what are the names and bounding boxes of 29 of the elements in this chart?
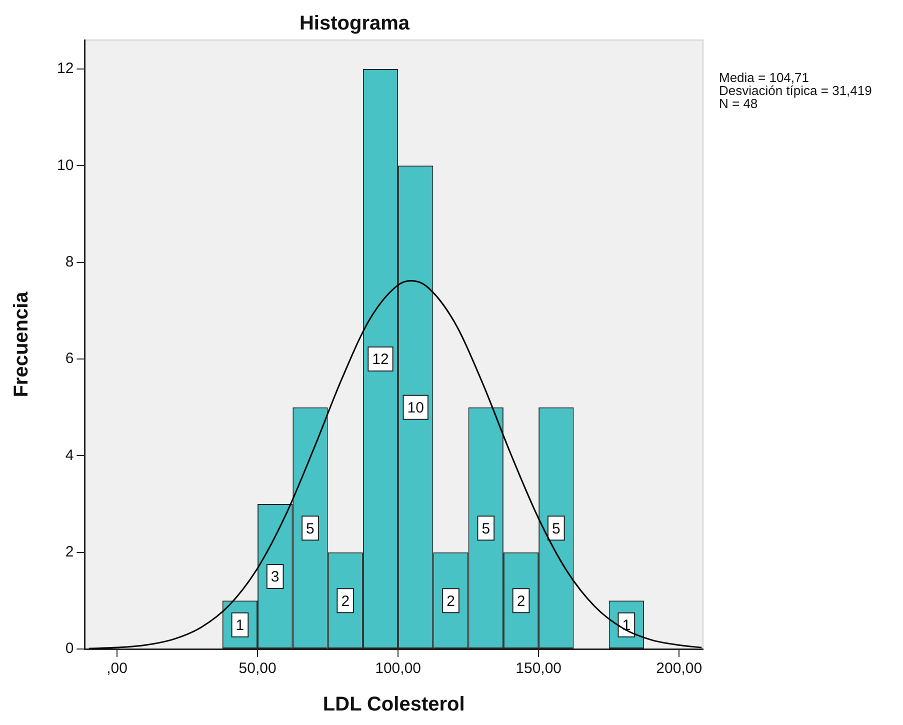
y-tick-label: 4 [65,446,74,464]
data-label: 5 [552,520,560,538]
x-tick-label: 200,00 [656,660,702,678]
data-label: 12 [372,351,389,368]
y-tick-label: 8 [65,253,74,270]
y-tick-label: 6 [65,350,74,368]
data-label: 10 [407,399,424,416]
y-tick-label: 2 [65,543,74,560]
data-label: 2 [341,592,350,610]
x-tick-label: 150,00 [516,660,562,678]
text: Desviación típica = 31,419 [719,83,872,98]
data-label: 5 [306,520,314,538]
data-label: 2 [516,592,526,610]
line-series [88,280,702,649]
text: N = 48 [719,96,758,112]
y-tick-label: 0 [65,640,74,658]
data-label: 3 [270,568,280,586]
x-axis-title: LDL Colesterol [322,694,465,716]
data-label: 2 [446,592,455,610]
x-tick-label: 50,00 [238,660,276,678]
text: Media = 104,71 [719,70,809,86]
x-tick-label: ,00 [106,660,128,678]
y-axis-title: Frecuencia [10,290,33,398]
y-tick-label: 10 [56,156,74,174]
x-tick-label: 100,00 [375,660,422,678]
y-tick-label: 12 [56,60,74,78]
data-label: 1 [236,616,244,634]
data-label: 5 [482,520,490,538]
chart-title: Histograma [299,12,410,35]
